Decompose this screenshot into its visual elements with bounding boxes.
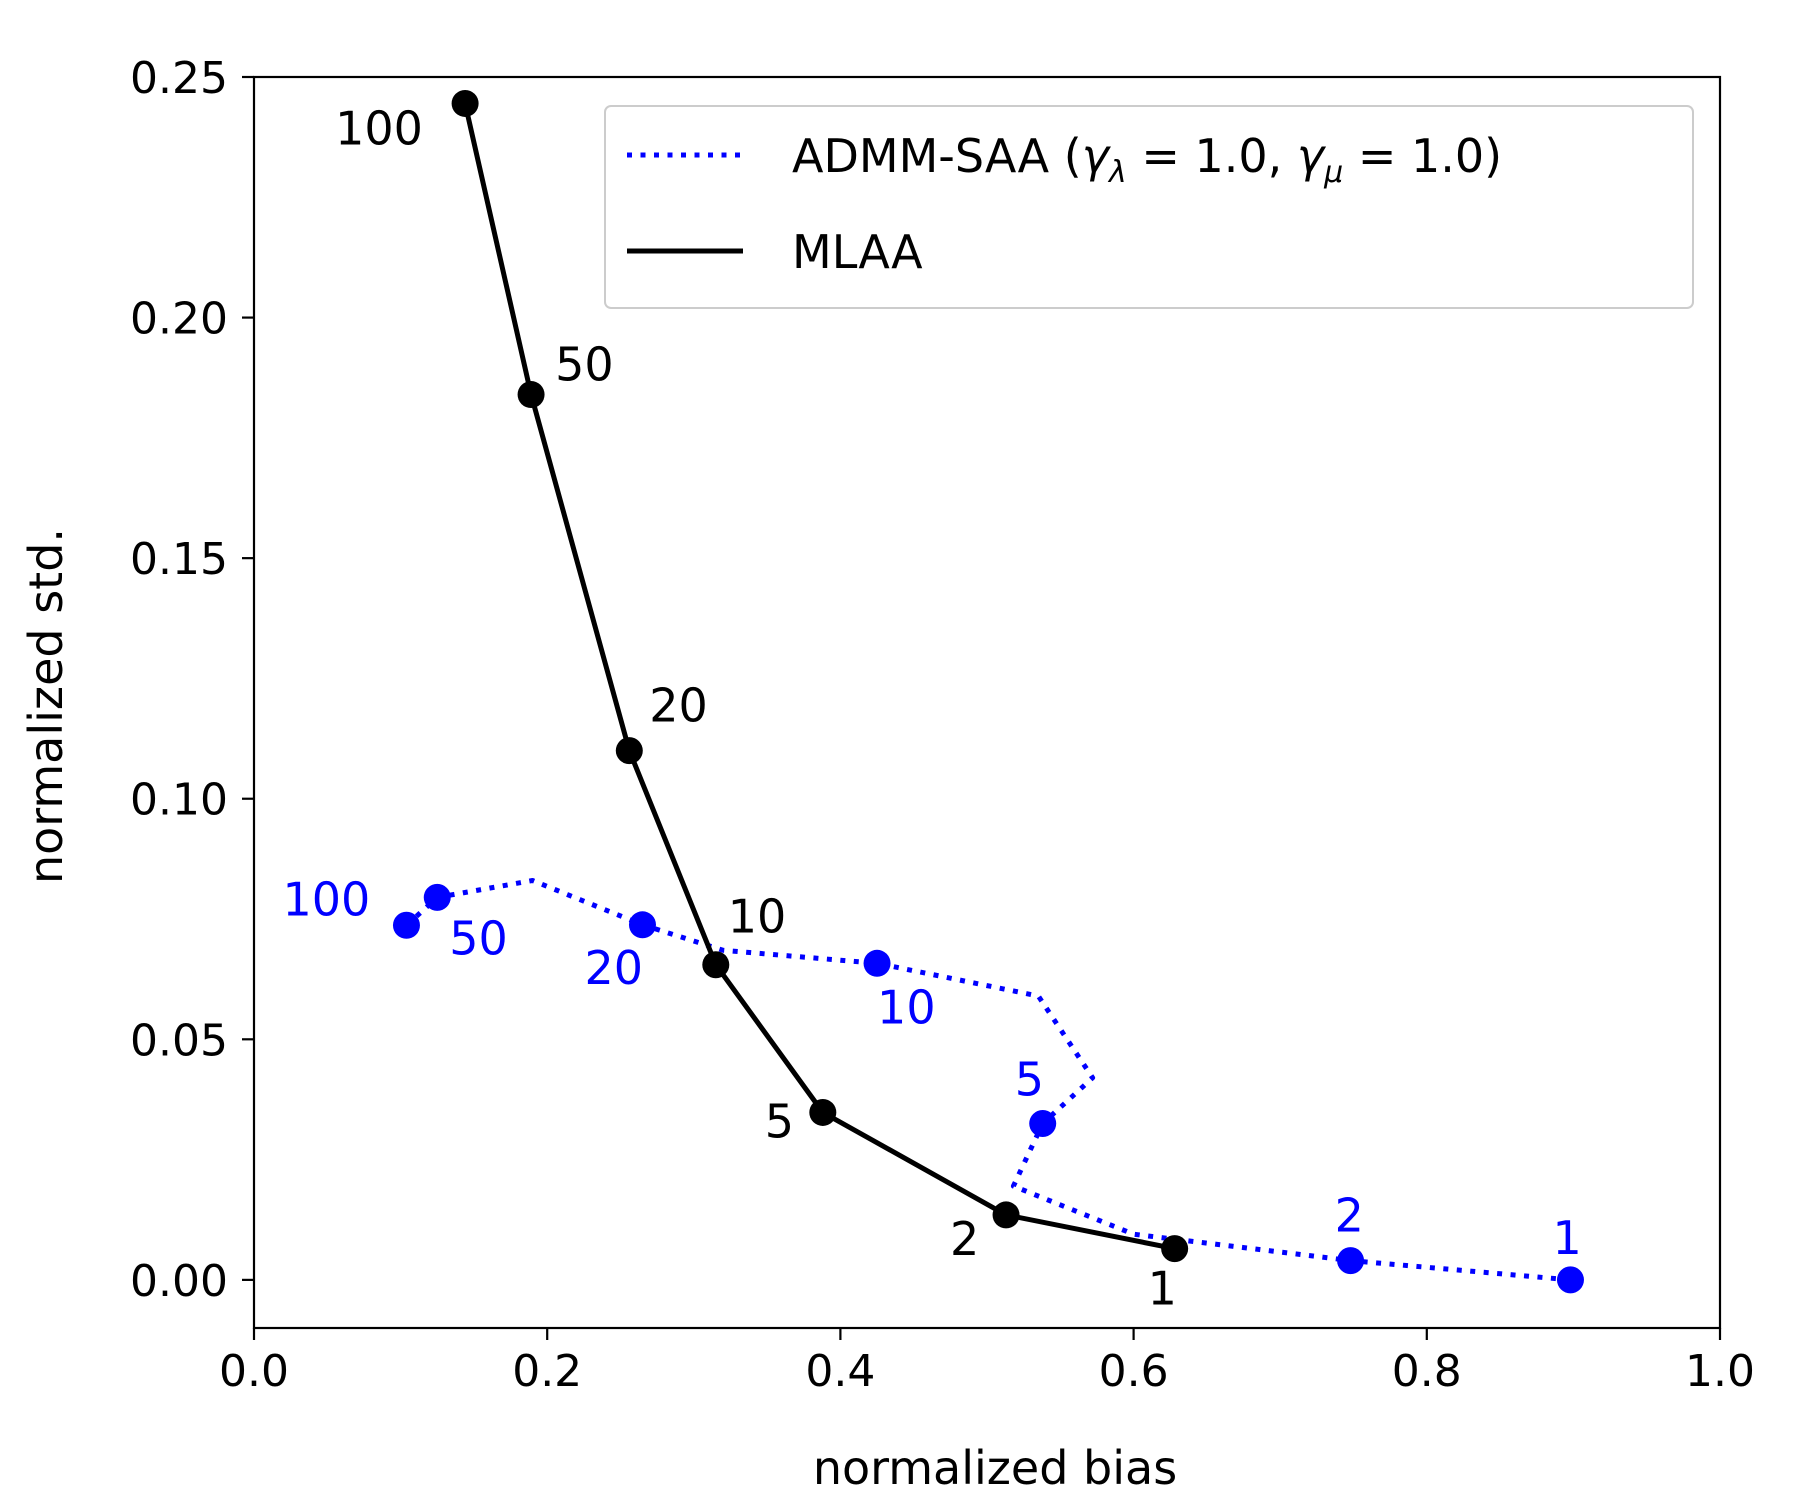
plot-frame [252,75,1722,1330]
point-label: 100 [282,872,370,926]
point-label: 20 [584,941,643,995]
data-point [1337,1247,1365,1275]
legend: ADMM-SAA (γλ = 1.0, γμ = 1.0) MLAA [604,105,1694,309]
legend-admm-eq1: = 1.0, [1127,129,1297,183]
data-point [1029,1110,1057,1138]
point-label: 1 [1552,1211,1581,1265]
axis-ticks: 0.0 0.2 0.4 0.6 0.8 1.0 0.00 0.05 0.10 0.15 0.20 0.… [130,53,1755,1397]
data-point [702,951,730,979]
data-point [1161,1235,1189,1263]
y-tick-label: 0.15 [130,534,228,585]
y-tick-label: 0.00 [130,1256,228,1307]
legend-admm-eq2: = 1.0) [1343,129,1502,183]
data-point [451,89,479,117]
point-label: 10 [728,890,787,944]
data-point [517,381,545,409]
legend-label-admm: ADMM-SAA (γλ = 1.0, γμ = 1.0) [792,129,1502,190]
x-tick-label: 0.0 [219,1346,289,1397]
data-point [423,883,451,911]
legend-label-mlaa: MLAA [792,225,923,279]
y-tick-label: 0.25 [130,53,228,104]
point-label: 50 [449,911,508,965]
data-point [1556,1266,1584,1294]
x-tick-label: 0.8 [1392,1346,1462,1397]
legend-admm-main: ADMM-SAA ( [792,129,1082,183]
legend-admm-gamma1: γ [1082,129,1112,183]
x-tick-label: 0.4 [805,1346,875,1397]
point-label: 10 [877,980,936,1034]
point-label: 20 [649,679,708,733]
point-label: 1 [1148,1262,1177,1316]
legend-admm-sub1: λ [1107,155,1127,190]
series-line-admm-saa [404,878,1571,1283]
point-label: 100 [335,101,423,155]
point-label: 5 [765,1094,794,1148]
x-axis-title: normalized bias [813,1441,1177,1495]
data-point [992,1201,1020,1229]
point-label: 5 [1015,1053,1044,1107]
data-point [628,911,656,939]
y-tick-label: 0.05 [130,1015,228,1066]
x-tick-label: 0.6 [1099,1346,1169,1397]
data-point [863,949,891,977]
x-tick-label: 0.2 [512,1346,582,1397]
point-label: 50 [555,338,614,392]
y-axis-title: normalized std. [19,528,73,884]
plot-marks: 100 50 20 10 5 2 1 100 50 20 10 5 2 1 [282,89,1584,1316]
legend-box [604,105,1694,309]
series-admm-saa: 100 50 20 10 5 2 1 [282,872,1584,1294]
point-label: 2 [950,1212,979,1266]
legend-admm-sub2: μ [1323,155,1343,190]
legend-admm-gamma2: γ [1297,129,1327,183]
data-point [392,911,420,939]
series-mlaa: 100 50 20 10 5 2 1 [335,89,1189,1316]
y-tick-label: 0.20 [130,294,228,345]
data-point [615,737,643,765]
x-tick-label: 1.0 [1685,1346,1755,1397]
data-point [809,1098,837,1126]
point-label: 2 [1335,1189,1364,1243]
y-tick-label: 0.10 [130,775,228,826]
